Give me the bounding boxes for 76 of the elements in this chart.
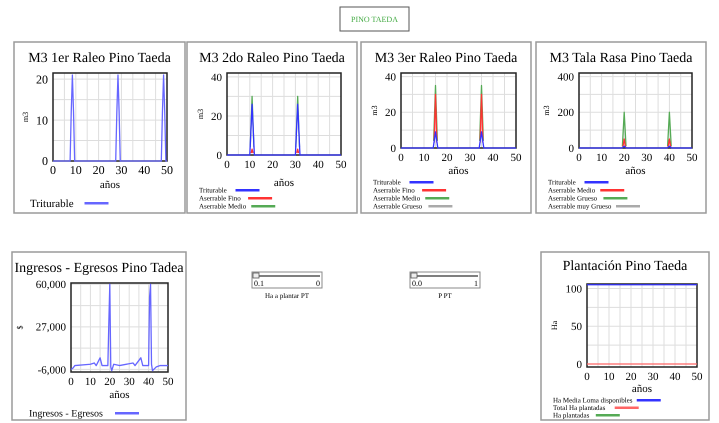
x-tick-label: 0 xyxy=(398,152,404,164)
y-tick-label: -6,000 xyxy=(38,364,66,376)
x-tick-label: 40 xyxy=(488,152,499,164)
chart-title: M3 3er Raleo Pino Taeda xyxy=(374,51,518,66)
x-tick-label: 20 xyxy=(618,152,630,164)
x-tick-label: 20 xyxy=(626,371,637,383)
chart-title: Plantación Pino Taeda xyxy=(562,259,688,274)
y-tick-label: 20 xyxy=(211,110,222,123)
chart-title: M3 2do Raleo Pino Taeda xyxy=(199,51,346,66)
x-tick-label: 0 xyxy=(584,371,590,383)
text: 1 xyxy=(474,279,478,288)
x-tick-label: 30 xyxy=(464,152,476,164)
text: 0.0 xyxy=(412,279,422,288)
x-tick-label: 50 xyxy=(161,163,173,177)
x-tick-label: 20 xyxy=(92,163,105,177)
x-tick-label: 30 xyxy=(648,371,659,383)
y-tick-label: 50 xyxy=(571,321,582,334)
y-axis-title: $ xyxy=(16,326,25,330)
y-tick-label: 0 xyxy=(390,142,396,155)
x-axis-title: años xyxy=(100,179,120,191)
x-tick-label: 30 xyxy=(115,163,128,177)
x-tick-label: 50 xyxy=(692,371,703,383)
x-axis-title: años xyxy=(109,389,130,401)
y-tick-label: 10 xyxy=(36,113,48,128)
x-tick-label: 0 xyxy=(68,376,74,388)
y-tick-label: 20 xyxy=(385,107,396,120)
x-tick-label: 50 xyxy=(336,159,347,171)
y-axis-title: m3 xyxy=(20,112,30,122)
x-tick-label: 40 xyxy=(664,152,676,164)
y-tick-label: 27,000 xyxy=(36,322,66,334)
y-axis-title: Ha xyxy=(550,320,559,330)
x-tick-label: 20 xyxy=(442,152,453,164)
y-tick-label: 60,000 xyxy=(36,279,66,292)
x-tick-label: 30 xyxy=(641,152,653,164)
x-axis-title: años xyxy=(274,177,294,189)
y-tick-label: 0 xyxy=(576,358,582,371)
y-tick-label: 20 xyxy=(36,72,48,86)
x-tick-label: 10 xyxy=(84,376,96,388)
x-tick-label: 10 xyxy=(244,159,256,171)
x-tick-label: 50 xyxy=(686,152,698,164)
legend-label: Triturable xyxy=(30,198,74,210)
chart-title: M3 Tala Rasa Pino Taeda xyxy=(550,51,694,66)
x-tick-label: 20 xyxy=(104,376,116,388)
line-series xyxy=(70,284,169,372)
x-axis-title: años xyxy=(625,165,646,177)
text: 0.1 xyxy=(254,279,264,288)
x-tick-label: 10 xyxy=(604,371,615,383)
y-tick-label: 40 xyxy=(385,71,396,84)
x-axis-title: años xyxy=(632,383,652,395)
y-tick-label: 200 xyxy=(558,107,574,120)
y-tick-label: 40 xyxy=(211,72,222,84)
x-tick-label: 50 xyxy=(162,376,174,388)
y-tick-label: 400 xyxy=(558,71,574,84)
y-tick-label: 100 xyxy=(566,283,582,296)
x-tick-label: 40 xyxy=(312,159,324,171)
y-axis-title: m3 xyxy=(196,108,205,120)
x-tick-label: 20 xyxy=(267,159,279,171)
x-tick-label: 10 xyxy=(418,152,430,164)
chart-title: Ingresos - Egresos Pino Tadea xyxy=(14,261,184,276)
x-tick-label: 30 xyxy=(290,159,302,171)
text: 0 xyxy=(316,279,320,288)
chart-title: M3 1er Raleo Pino Taeda xyxy=(28,51,172,66)
x-tick-label: 10 xyxy=(596,152,608,164)
legend-label: Ingresos - Egresos xyxy=(29,408,103,420)
y-tick-label: 0 xyxy=(568,142,574,155)
x-tick-label: 40 xyxy=(138,163,150,177)
x-tick-label: 40 xyxy=(143,376,155,388)
y-axis-title: m3 xyxy=(370,105,379,116)
text: PINO TAEDA xyxy=(351,14,398,24)
x-tick-label: 50 xyxy=(510,152,522,164)
x-tick-label: 30 xyxy=(124,376,136,388)
x-tick-label: 10 xyxy=(70,163,82,177)
x-axis-title: años xyxy=(448,165,469,177)
x-tick-label: 40 xyxy=(670,371,681,383)
y-axis-title: m3 xyxy=(542,105,551,116)
x-tick-label: 0 xyxy=(224,159,230,171)
